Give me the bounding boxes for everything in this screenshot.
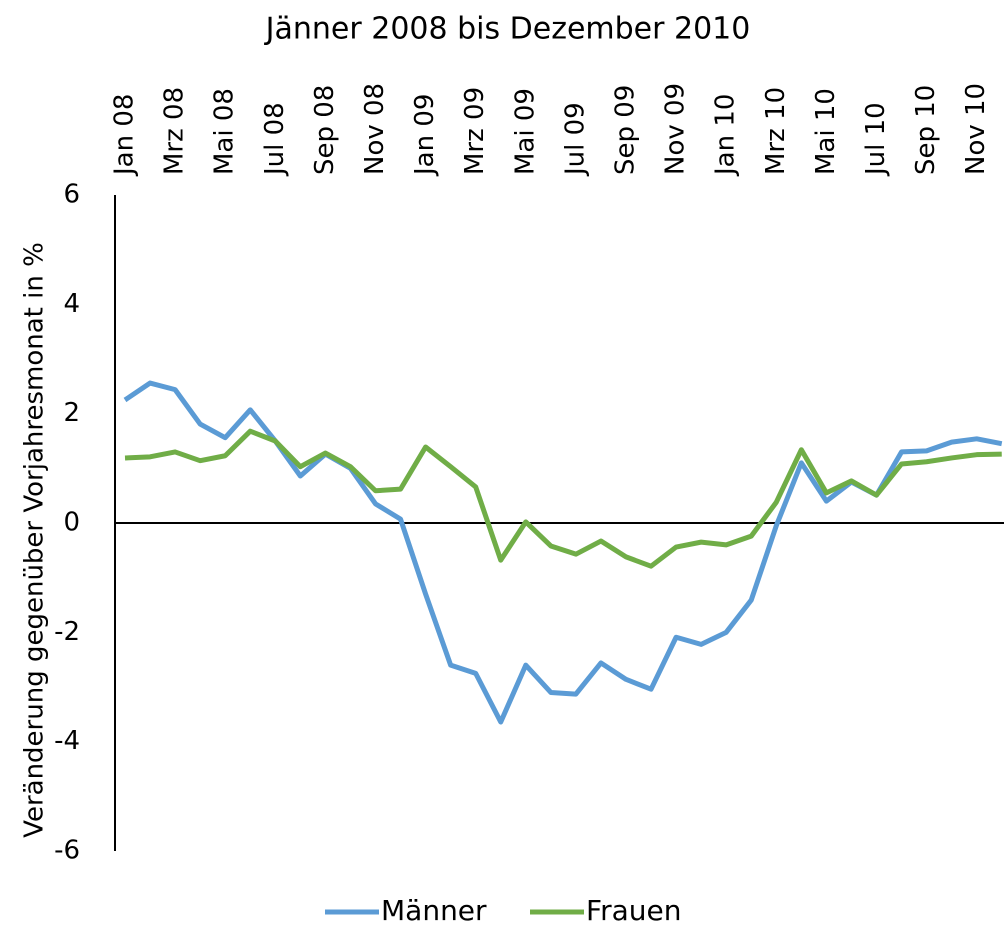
line-series — [124, 428, 1002, 569]
y-tick-label: -6 — [54, 836, 80, 866]
x-tick-label: Sep 09 — [611, 85, 641, 175]
y-tick-label: -4 — [54, 726, 80, 756]
x-tick-label: Mrz 08 — [160, 87, 190, 175]
x-tick-label: Nov 08 — [360, 83, 390, 175]
y-tick-label: -2 — [54, 617, 80, 647]
y-tick-label: 6 — [63, 180, 80, 210]
x-tick-label: Sep 08 — [310, 85, 340, 175]
x-tick-label: Mrz 09 — [460, 87, 490, 175]
x-tick-label: Mrz 10 — [761, 87, 791, 175]
x-tick-label: Jul 10 — [861, 102, 891, 177]
x-tick-label: Nov 09 — [661, 83, 691, 175]
x-tick-label: Mai 08 — [210, 88, 240, 175]
chart-title: Jänner 2008 bis Dezember 2010 — [264, 12, 751, 47]
x-tick-label: Sep 10 — [911, 85, 941, 175]
y-tick-label: 4 — [63, 289, 80, 319]
x-tick-label: Jan 09 — [410, 94, 440, 177]
y-tick-label: 0 — [63, 508, 80, 538]
x-tick-label: Mai 10 — [811, 88, 841, 175]
legend-label: Frauen — [586, 894, 681, 927]
x-tick-label: Jul 09 — [560, 102, 590, 177]
x-tick-label: Mai 09 — [510, 88, 540, 175]
legend-label: Männer — [381, 894, 487, 927]
x-tick-label: Nov 10 — [961, 83, 991, 175]
x-tick-label: Jul 08 — [260, 102, 290, 177]
y-axis-title: Veränderung gegenüber Vorjahresmonat in … — [20, 242, 50, 838]
x-tick-label: Jan 10 — [711, 94, 741, 177]
x-tick-label: Jan 08 — [110, 94, 140, 177]
y-tick-label: 2 — [63, 398, 80, 428]
